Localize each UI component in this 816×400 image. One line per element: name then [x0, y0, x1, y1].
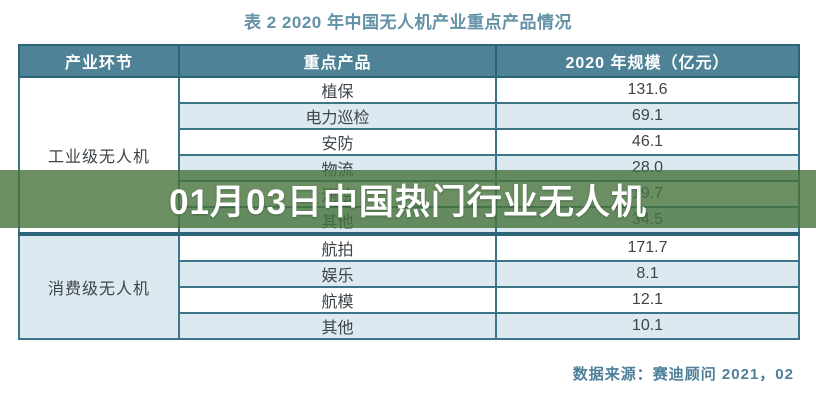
table-row: 其他 10.1: [19, 312, 800, 340]
banner-title: 01月03日中国热门行业无人机: [169, 182, 647, 222]
data-source: 数据来源：赛迪顾问 2021，02: [572, 366, 794, 383]
product-cell: 安防: [178, 128, 497, 156]
value-cell: 12.1: [495, 286, 800, 314]
value-cell: 131.6: [495, 76, 800, 104]
product-cell: 电力巡检: [178, 102, 497, 130]
banner-overlay: 01月03日中国热门行业无人机: [0, 170, 816, 228]
table-title: 表 2 2020 年中国无人机产业重点产品情况: [244, 13, 572, 32]
product-cell: 其他: [178, 312, 497, 340]
product-cell: 植保: [178, 76, 497, 104]
value-cell: 10.1: [495, 312, 800, 340]
table-header-row: 产业环节 重点产品 2020 年规模（亿元）: [18, 44, 800, 78]
table-row: 工业级无人机 植保 131.6: [18, 76, 800, 235]
table-row: 电力巡检 69.1: [19, 102, 800, 130]
product-cell: 航模: [178, 286, 497, 314]
header-2020-scale: 2020 年规模（亿元）: [495, 44, 800, 78]
table-row: 航模 12.1: [19, 286, 800, 314]
table-row: 娱乐 8.1: [19, 260, 800, 288]
value-cell: 8.1: [495, 260, 800, 288]
product-cell: 娱乐: [178, 260, 497, 288]
value-cell: 69.1: [495, 102, 800, 130]
table-row: 消费级无人机 航拍 171.7: [18, 232, 800, 340]
value-cell: 46.1: [495, 128, 800, 156]
header-key-product: 重点产品: [178, 44, 497, 78]
category-cell: 消费级无人机: [18, 232, 180, 340]
product-cell: 航拍: [178, 232, 497, 262]
header-industry-segment: 产业环节: [18, 44, 180, 78]
table-row: 安防 46.1: [19, 128, 800, 156]
value-cell: 171.7: [495, 232, 800, 262]
